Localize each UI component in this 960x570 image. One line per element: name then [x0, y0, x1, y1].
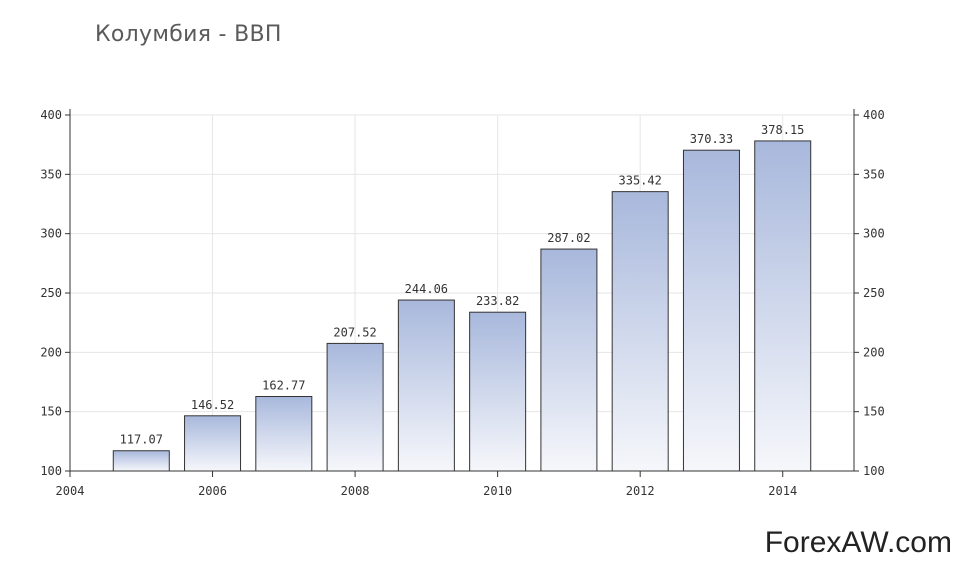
y-tick-label-left: 400	[40, 108, 62, 122]
y-tick-label-left: 250	[40, 286, 62, 300]
y-tick-label-left: 350	[40, 167, 62, 181]
watermark: ForexAW.com	[764, 526, 952, 559]
y-tick-label-right: 350	[863, 167, 885, 181]
x-tick-label: 2012	[626, 484, 655, 498]
data-label: 117.07	[120, 433, 163, 447]
bar	[540, 248, 598, 472]
bar	[397, 299, 455, 472]
bar	[469, 311, 527, 472]
data-label: 162.77	[262, 379, 305, 393]
data-label: 146.52	[191, 398, 234, 412]
x-tick-label: 2008	[341, 484, 370, 498]
data-label: 287.02	[547, 231, 590, 245]
y-tick-label-right: 250	[863, 286, 885, 300]
y-tick-label-right: 150	[863, 405, 885, 419]
y-tick-label-left: 100	[40, 464, 62, 478]
y-tick-label-right: 100	[863, 464, 885, 478]
bar	[255, 396, 313, 472]
y-tick-label-right: 200	[863, 345, 885, 359]
bar	[326, 342, 384, 472]
data-label: 244.06	[405, 282, 448, 296]
y-tick-label-right: 400	[863, 108, 885, 122]
y-tick-label-left: 300	[40, 227, 62, 241]
bar	[754, 140, 812, 472]
chart-title: Колумбия - ВВП	[95, 22, 282, 47]
data-label: 378.15	[761, 123, 804, 137]
x-tick-label: 2010	[483, 484, 512, 498]
x-tick-label: 2006	[198, 484, 227, 498]
y-tick-label-left: 150	[40, 405, 62, 419]
x-tick-label: 2014	[768, 484, 797, 498]
bar	[682, 149, 740, 472]
bar	[184, 415, 242, 472]
y-tick-label-right: 300	[863, 227, 885, 241]
data-label: 233.82	[476, 294, 519, 308]
data-label: 370.33	[690, 132, 733, 146]
y-tick-label-left: 200	[40, 345, 62, 359]
data-label: 207.52	[333, 325, 376, 339]
x-tick-label: 2004	[56, 484, 85, 498]
bar	[611, 191, 669, 472]
bar	[112, 450, 170, 472]
data-label: 335.42	[619, 174, 662, 188]
